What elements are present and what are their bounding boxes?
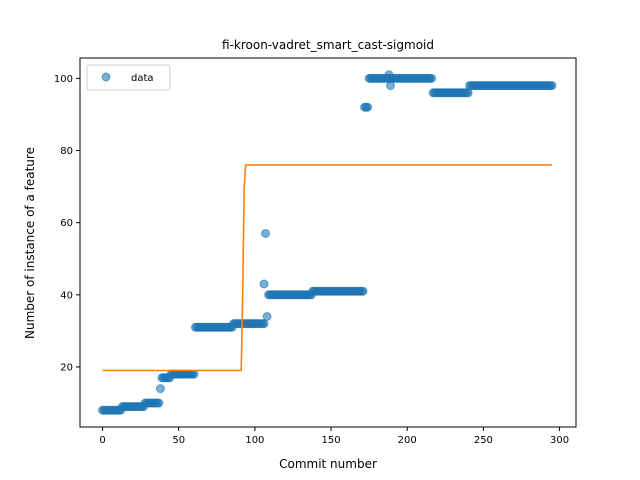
data-point xyxy=(155,399,163,407)
x-tick-label: 0 xyxy=(99,435,105,446)
y-tick-label: 60 xyxy=(60,218,73,229)
x-tick-label: 50 xyxy=(172,435,185,446)
fit-line xyxy=(103,165,552,371)
plot-frame xyxy=(80,58,576,427)
x-axis: 0 50 100 150 200 250 300 xyxy=(99,427,569,446)
data-point xyxy=(548,82,556,90)
data-point xyxy=(156,385,164,393)
data-point xyxy=(386,82,394,90)
x-tick-label: 150 xyxy=(321,435,340,446)
data-point xyxy=(190,370,198,378)
x-tick-label: 200 xyxy=(398,435,417,446)
y-tick-label: 80 xyxy=(60,146,73,157)
y-tick-label: 40 xyxy=(60,290,73,301)
data-point xyxy=(359,287,367,295)
y-axis: 20 40 60 80 100 xyxy=(54,74,80,374)
data-point xyxy=(263,312,271,320)
data-point xyxy=(428,74,436,82)
x-tick-label: 100 xyxy=(245,435,264,446)
legend-marker-data xyxy=(102,73,110,81)
legend: data xyxy=(87,65,170,90)
x-tick-label: 250 xyxy=(474,435,493,446)
chart-title: fi-kroon-vadret_smart_cast-sigmoid xyxy=(222,38,434,52)
x-axis-title: Commit number xyxy=(279,457,377,471)
y-tick-label: 20 xyxy=(60,362,73,373)
data-point xyxy=(364,103,372,111)
x-tick-label: 300 xyxy=(550,435,569,446)
data-point xyxy=(385,71,393,79)
data-point xyxy=(262,229,270,237)
legend-box xyxy=(87,65,170,90)
y-tick-label: 100 xyxy=(54,74,73,85)
legend-label-data: data xyxy=(131,73,154,84)
data-point xyxy=(260,280,268,288)
plot-area xyxy=(99,71,556,414)
y-axis-title: Number of instance of a feature xyxy=(23,147,37,339)
